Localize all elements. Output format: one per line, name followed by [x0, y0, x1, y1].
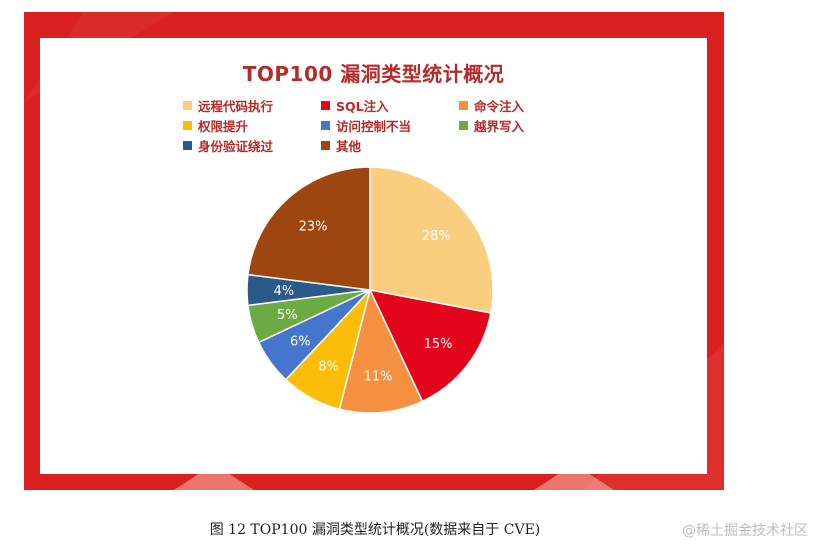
- figure-caption: 图 12 TOP100 漏洞类型统计概况(数据来自于 CVE): [209, 522, 541, 538]
- legend-swatch: [183, 140, 192, 150]
- pie-slice: [338, 287, 424, 414]
- legend-swatch: [183, 100, 192, 110]
- legend-item: 权限提升: [183, 116, 321, 134]
- slice-value-label: 4%: [274, 284, 295, 299]
- slice-value-label: 15%: [424, 337, 453, 352]
- legend-swatch: [183, 120, 192, 130]
- watermark: @稀土掘金技术社区: [682, 523, 808, 539]
- legend-item: 远程代码执行: [183, 96, 321, 114]
- legend-swatch: [321, 100, 330, 110]
- legend-swatch: [459, 120, 468, 130]
- slice-value-label: 8%: [318, 359, 339, 374]
- chart-legend: 远程代码执行 SQL注入 命令注入权限提升 访问控制不当 越界写入身份验证绕过 其他: [183, 96, 573, 154]
- pie-slice: [247, 166, 371, 291]
- chart-title: TOP100 漏洞类型统计概况: [242, 62, 505, 86]
- legend-label: SQL注入: [336, 98, 389, 114]
- legend-label: 身份验证绕过: [198, 138, 274, 154]
- legend-label: 越界写入: [474, 118, 525, 134]
- slice-value-label: 6%: [290, 335, 311, 350]
- slice-value-label: 11%: [364, 370, 393, 385]
- chart-frame: TOP100 漏洞类型统计概况 远程代码执行 SQL注入 命令注入权限提升 访问控制不…: [24, 12, 724, 490]
- legend-label: 权限提升: [198, 118, 249, 134]
- slice-value-label: 5%: [277, 308, 298, 323]
- legend-item: 身份验证绕过: [183, 136, 321, 154]
- legend-label: 远程代码执行: [198, 98, 274, 114]
- legend-swatch: [321, 120, 330, 130]
- legend-label: 命令注入: [474, 98, 525, 114]
- legend-swatch: [321, 140, 330, 150]
- legend-item: 命令注入: [459, 96, 573, 114]
- legend-label: 其他: [336, 138, 362, 154]
- slice-value-label: 28%: [422, 229, 451, 244]
- pie-slice: [369, 166, 494, 314]
- legend-item: 其他: [321, 136, 459, 154]
- slice-value-label: 23%: [299, 219, 328, 234]
- legend-item: 访问控制不当: [321, 116, 459, 134]
- legend-item: 越界写入: [459, 116, 573, 134]
- legend-item: SQL注入: [321, 96, 459, 114]
- legend-swatch: [459, 100, 468, 110]
- pie-slice: [368, 288, 492, 403]
- pie-chart: 28% 15% 11% 8% 6% 5% 4% 23%: [246, 166, 494, 414]
- legend-label: 访问控制不当: [336, 118, 412, 134]
